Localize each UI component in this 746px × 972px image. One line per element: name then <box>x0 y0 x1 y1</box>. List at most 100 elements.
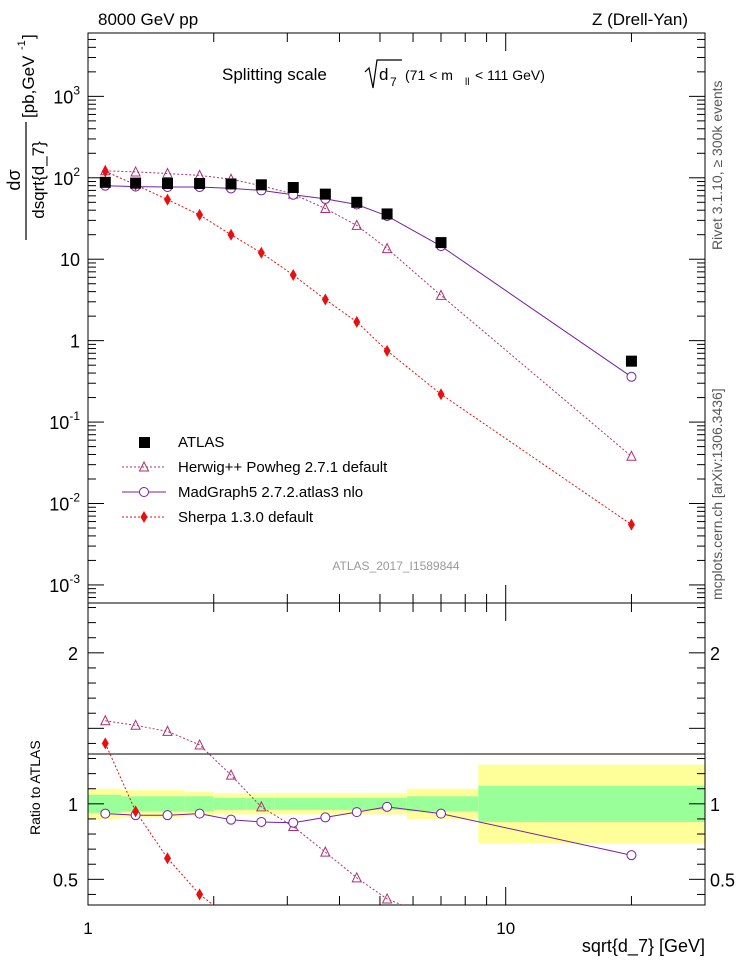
main-atlas-point-3 <box>194 178 206 190</box>
main-y-tick-label-1: 10-2 <box>49 491 80 515</box>
ratio-madgraph-point-8 <box>351 807 362 818</box>
main-y-tick-label-0: 10-3 <box>49 572 80 596</box>
title-range-a: (71 < m <box>405 67 453 83</box>
ratio-herwig-point-3 <box>194 738 205 750</box>
main-y-tick-label-5: 102 <box>53 165 80 189</box>
main-herwig-point-11 <box>626 450 637 461</box>
ratio-sherpa-line <box>104 743 215 905</box>
ratio-herwig-point-7 <box>320 846 331 857</box>
process-label: Z (Drell-Yan) <box>592 10 688 29</box>
ratio-series-group <box>99 714 637 905</box>
legend: ATLAS Herwig++ Powheg 2.7.1 default MadG… <box>122 434 388 526</box>
main-atlas-point-2 <box>162 178 174 190</box>
main-atlas-point-7 <box>319 188 331 200</box>
x-tick-label-10: 10 <box>496 919 515 938</box>
ratio-y-tick-label-right-1: 1 <box>710 795 720 815</box>
main-herwig-point-2 <box>162 167 173 178</box>
ylabel-numerator: dσ <box>4 169 24 190</box>
ratio-herwig-point-4 <box>225 769 237 780</box>
main-atlas-point-6 <box>287 181 299 193</box>
main-herwig-point-1 <box>130 165 141 177</box>
main-madgraph-point-11 <box>626 371 637 382</box>
ylabel-units: [pb,GeV <box>19 55 38 118</box>
ratio-y-tick-label-right-0: 0.5 <box>710 870 735 890</box>
main-herwig-point-7 <box>320 202 331 213</box>
ratio-madgraph-point-11 <box>626 850 637 861</box>
main-y-tick-label-4: 10 <box>60 250 80 270</box>
legend-atlas-marker <box>139 437 150 448</box>
ratio-sherpa-point-3 <box>196 888 204 901</box>
ylabel-denominator: dsqrt{d_7} <box>29 141 48 219</box>
main-herwig-point-9 <box>381 242 393 254</box>
x-axis-label: sqrt{d_7} [GeV] <box>582 936 705 957</box>
ratio-madgraph-point-9 <box>382 801 393 812</box>
ratio-herwig-line <box>105 720 404 905</box>
ratio-madgraph-point-10 <box>436 808 447 819</box>
main-herwig-line <box>105 170 632 457</box>
title-sub-index: 7 <box>390 75 397 89</box>
x-tick-label-1: 1 <box>83 919 92 938</box>
legend-herwig-marker <box>138 460 150 472</box>
ratio-madgraph-point-2 <box>162 810 173 821</box>
ratio-uncertainty-bands <box>88 764 705 844</box>
ratio-y-tick-label-right-2: 2 <box>710 644 720 664</box>
band-inner-10 <box>406 796 479 812</box>
main-atlas-point-5 <box>255 179 267 191</box>
ylabel-units-exp: -1 <box>16 40 28 50</box>
main-atlas-point-8 <box>351 196 363 208</box>
plot-title: Splitting scale d 7 (71 < m ll < 111 GeV… <box>222 59 545 89</box>
main-sherpa-point-10 <box>437 388 445 401</box>
legend-herwig-label: Herwig++ Powheg 2.7.1 default <box>178 459 388 476</box>
legend-madgraph-marker <box>139 487 149 497</box>
legend-sherpa-marker <box>140 511 148 523</box>
band-inner-4 <box>213 797 247 810</box>
main-herwig-point-8 <box>351 219 363 230</box>
band-inner-6 <box>274 797 311 810</box>
ratio-madgraph-point-3 <box>194 808 205 819</box>
main-sherpa-point-6 <box>289 269 297 282</box>
tick-labels: 1 10 10-3 10-2 10-1 1 10 102 103 0.5 0.5 1 1 2 2 <box>49 83 735 938</box>
main-sherpa-point-4 <box>227 228 235 241</box>
ratio-herwig-point-2 <box>162 725 173 736</box>
main-atlas-point-4 <box>225 178 237 190</box>
band-inner-2 <box>149 796 185 812</box>
main-y-tick-label-6: 103 <box>53 83 80 107</box>
ratio-madgraph-point-0 <box>100 808 111 819</box>
title-sub: d <box>379 65 388 84</box>
main-atlas-point-9 <box>381 208 393 220</box>
band-inner-7 <box>310 797 340 810</box>
main-y-axis-label: dσ dsqrt{d_7} [pb,GeV -1 ] <box>4 34 48 240</box>
main-atlas-point-1 <box>130 177 142 189</box>
ratio-madgraph-point-6 <box>288 817 299 828</box>
main-sherpa-point-8 <box>353 315 361 328</box>
ratio-madgraph-point-7 <box>320 812 331 823</box>
main-atlas-point-0 <box>99 176 111 188</box>
ratio-y-tick-label-left-2: 2 <box>68 644 78 664</box>
ratio-herwig-point-8 <box>351 871 363 883</box>
ratio-madgraph-point-4 <box>226 814 237 825</box>
main-y-tick-label-2: 10-1 <box>49 409 80 433</box>
main-sherpa-point-9 <box>383 344 391 357</box>
ratio-herwig-point-5 <box>256 800 267 812</box>
ratio-sherpa-point-0 <box>101 737 109 750</box>
axis-ticks <box>87 32 706 905</box>
analysis-id-watermark: ATLAS_2017_I1589844 <box>332 559 460 573</box>
ylabel-units-close: ] <box>19 34 38 39</box>
band-inner-0 <box>88 794 122 813</box>
data-series <box>99 164 637 905</box>
main-sherpa-point-3 <box>196 208 204 221</box>
energy-label: 8000 GeV pp <box>98 10 198 29</box>
ratio-sherpa-point-2 <box>164 852 172 865</box>
legend-madgraph-label: MadGraph5 2.7.2.atlas3 nlo <box>178 484 363 501</box>
main-y-tick-label-3: 1 <box>70 332 80 352</box>
ratio-y-axis-label: Ratio to ATLAS <box>27 740 43 835</box>
main-sherpa-point-11 <box>627 518 635 531</box>
ratio-herwig-point-1 <box>130 719 141 730</box>
band-inner-8 <box>339 797 373 810</box>
main-sherpa-point-2 <box>164 193 172 206</box>
legend-sherpa-label: Sherpa 1.3.0 default <box>178 509 314 526</box>
ratio-herwig-point-0 <box>99 714 111 726</box>
main-sherpa-point-5 <box>257 246 265 259</box>
main-sherpa-point-0 <box>101 165 109 178</box>
